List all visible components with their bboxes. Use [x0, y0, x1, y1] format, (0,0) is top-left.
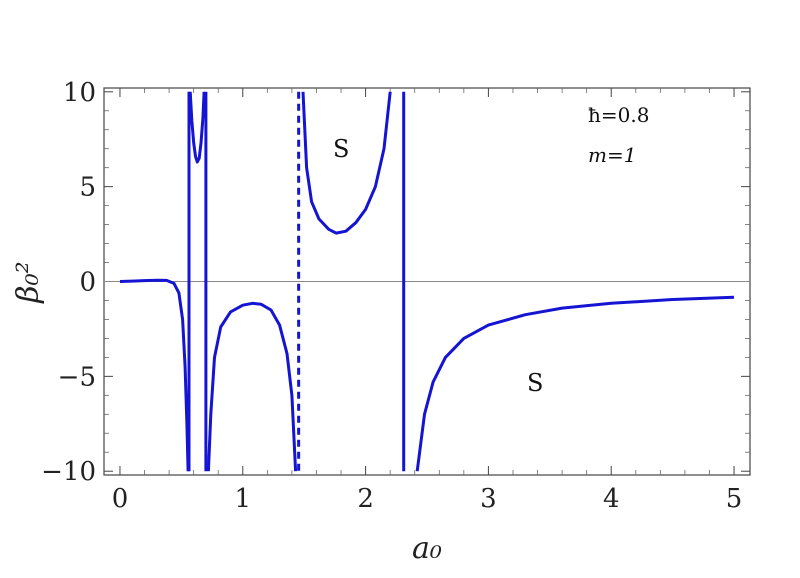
- x-tick-label: 2: [357, 484, 374, 514]
- x-tick-label: 5: [726, 484, 743, 514]
- curve-lower-well: [206, 301, 298, 472]
- curve-left-plateau: [119, 278, 190, 472]
- curve-upper-dip: [188, 91, 206, 164]
- y-tick-label: 10: [63, 78, 96, 108]
- x-axis-title: a₀: [412, 531, 442, 566]
- curve-upper-well: [301, 91, 392, 235]
- x-tick-label: 1: [235, 484, 252, 514]
- curve-right-tail: [415, 295, 735, 472]
- annotation-m: m=1: [588, 143, 636, 167]
- y-tick-label: −10: [41, 457, 96, 487]
- y-axis-title: β₀²: [11, 261, 46, 303]
- ticks: [104, 88, 750, 475]
- x-tick-label: 4: [603, 484, 620, 514]
- x-tick-label: 0: [112, 484, 129, 514]
- y-tick-label: 5: [79, 173, 96, 203]
- tick-labels: 0 1 2 3 4 5 −10 −5 0 5 10: [41, 78, 742, 514]
- annotation-hbar: ħ=0.8: [588, 103, 649, 127]
- y-tick-label: 0: [79, 268, 96, 298]
- y-tick-label: −5: [58, 362, 96, 392]
- curves: [119, 91, 735, 472]
- x-tick-label: 3: [480, 484, 497, 514]
- region-label-upper: S: [333, 135, 349, 163]
- region-label-lower: S: [527, 369, 543, 397]
